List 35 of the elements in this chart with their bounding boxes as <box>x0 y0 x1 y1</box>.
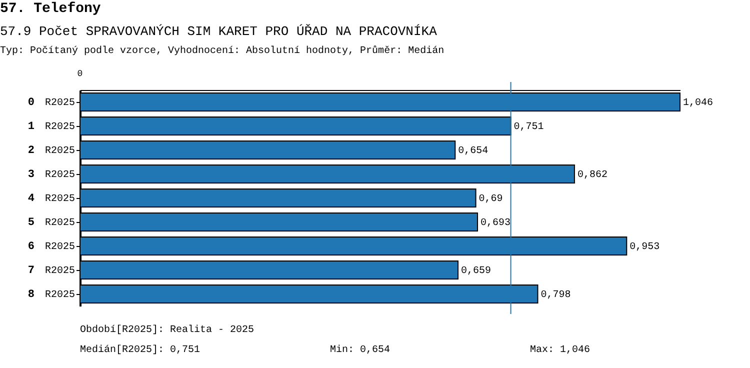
y-tick-label: 4 <box>28 193 35 205</box>
data-label: 0,693 <box>480 218 511 229</box>
text: Medián[R2025]: 0,751 <box>80 344 200 356</box>
legend-label: R2025 <box>44 98 75 109</box>
y-tick-label: 7 <box>28 265 34 277</box>
data-label: 0,659 <box>461 266 492 277</box>
text: Typ: Počítaný podle vzorce, Vyhodnocení: Absolutní hodnoty, Průměr: Medián <box>0 45 444 57</box>
chart-title: 57. Telefony <box>0 1 102 17</box>
data-label: 0,862 <box>577 170 608 181</box>
y-tick-label: 3 <box>28 169 35 181</box>
text: R2025 <box>44 266 75 277</box>
chart-subtitle: 57.9 Počet SPRAVOVANÝCH SIM KARET PRO ÚŘAD NA PRACOVNÍKA <box>0 24 438 39</box>
text: R2025 <box>44 290 75 301</box>
text: 0 <box>77 69 83 79</box>
data-label: 0,69 <box>478 194 503 205</box>
data-label: 0,798 <box>540 290 571 301</box>
text: R2025 <box>44 122 75 133</box>
text: R2025 <box>44 170 75 181</box>
data-label: 0,751 <box>514 122 544 133</box>
data-label: 0,654 <box>458 146 488 157</box>
text: Max: 1,046 <box>530 345 590 356</box>
y-tick-label: 1 <box>28 121 35 133</box>
text: R2025 <box>44 242 75 253</box>
y-tick-label: 5 <box>28 217 35 229</box>
data-label: 1,046 <box>683 98 714 109</box>
y-tick-label: 0 <box>28 97 34 109</box>
y-tick-label: 6 <box>28 241 34 253</box>
text: Min: 0,654 <box>330 344 390 356</box>
text: R2025 <box>44 146 75 157</box>
data-label: 0,953 <box>630 242 660 253</box>
text: Období[R2025]: Realita - 2025 <box>80 324 254 336</box>
text: R2025 <box>44 218 75 229</box>
y-tick-label: 8 <box>28 289 35 301</box>
text: R2025 <box>44 194 75 205</box>
y-tick-label: 2 <box>28 145 34 157</box>
